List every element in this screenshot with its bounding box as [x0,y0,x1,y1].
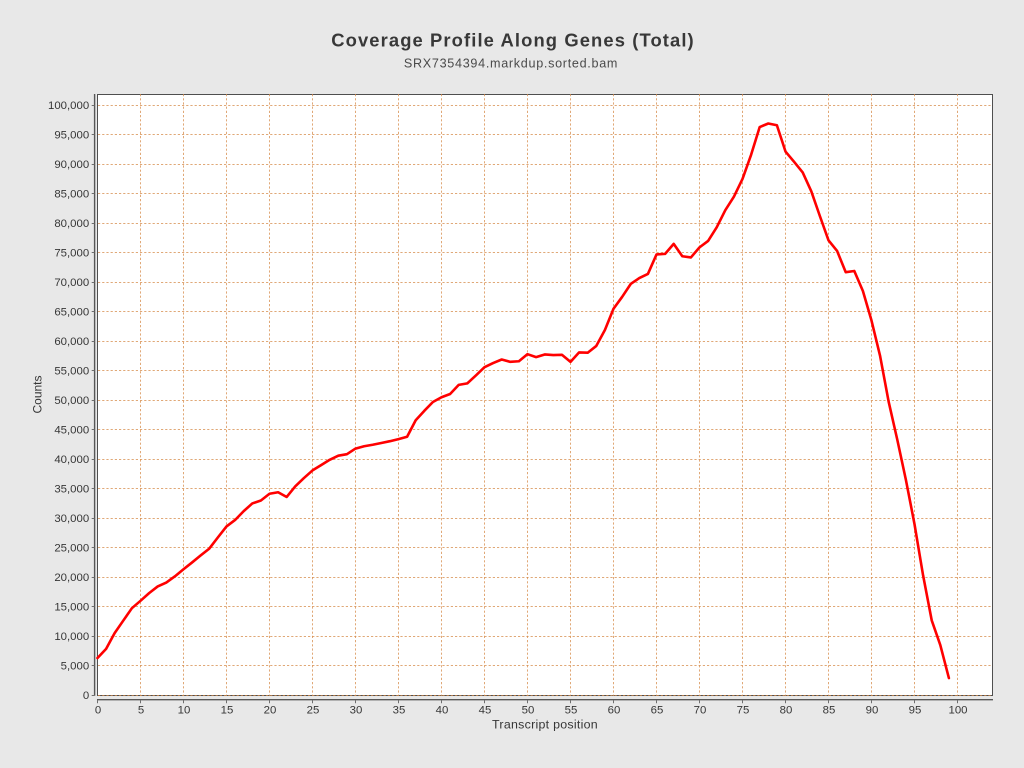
svg-text:55,000: 55,000 [54,366,89,378]
svg-text:90: 90 [866,705,879,717]
svg-text:15,000: 15,000 [54,602,89,614]
svg-text:0: 0 [95,705,101,717]
svg-text:30,000: 30,000 [54,513,89,525]
svg-text:45,000: 45,000 [54,425,89,437]
svg-text:35: 35 [393,705,406,717]
svg-text:75: 75 [737,705,750,717]
svg-text:35,000: 35,000 [54,484,89,496]
svg-text:20,000: 20,000 [54,572,89,584]
svg-text:SRX7354394.markdup.sorted.bam: SRX7354394.markdup.sorted.bam [404,56,618,70]
svg-text:70,000: 70,000 [54,277,89,289]
svg-text:40,000: 40,000 [54,454,89,466]
svg-text:85: 85 [823,705,836,717]
svg-text:25: 25 [307,705,320,717]
svg-text:15: 15 [221,705,234,717]
svg-text:40: 40 [436,705,449,717]
svg-text:65: 65 [651,705,664,717]
svg-text:20: 20 [264,705,277,717]
svg-text:Transcript position: Transcript position [492,718,598,732]
svg-text:75,000: 75,000 [54,248,89,260]
svg-text:Counts: Counts [31,375,45,413]
svg-text:5: 5 [138,705,144,717]
svg-text:10: 10 [178,705,191,717]
svg-text:60: 60 [608,705,621,717]
svg-text:25,000: 25,000 [54,543,89,555]
svg-text:50: 50 [522,705,535,717]
svg-text:80,000: 80,000 [54,218,89,230]
svg-text:Coverage Profile Along Genes (: Coverage Profile Along Genes (Total) [331,30,695,51]
svg-text:90,000: 90,000 [54,159,89,171]
svg-text:100,000: 100,000 [48,100,89,112]
svg-text:50,000: 50,000 [54,395,89,407]
svg-text:10,000: 10,000 [54,631,89,643]
svg-text:100: 100 [948,705,967,717]
svg-text:85,000: 85,000 [54,189,89,201]
svg-text:0: 0 [83,690,89,702]
svg-text:80: 80 [780,705,793,717]
svg-text:65,000: 65,000 [54,307,89,319]
svg-text:95: 95 [909,705,922,717]
svg-text:60,000: 60,000 [54,336,89,348]
svg-text:70: 70 [694,705,707,717]
svg-text:5,000: 5,000 [61,661,90,673]
svg-text:55: 55 [565,705,578,717]
svg-text:30: 30 [350,705,363,717]
svg-text:45: 45 [479,705,492,717]
svg-text:95,000: 95,000 [54,130,89,142]
